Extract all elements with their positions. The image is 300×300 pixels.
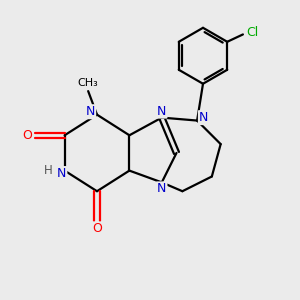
Text: N: N — [157, 105, 167, 118]
Text: N: N — [199, 111, 208, 124]
Text: O: O — [22, 129, 32, 142]
Text: CH₃: CH₃ — [78, 78, 98, 88]
Text: N: N — [86, 105, 95, 118]
Text: N: N — [157, 182, 167, 195]
Text: H: H — [44, 164, 53, 177]
Text: O: O — [92, 222, 102, 236]
Text: N: N — [57, 167, 66, 180]
Text: Cl: Cl — [246, 26, 259, 40]
